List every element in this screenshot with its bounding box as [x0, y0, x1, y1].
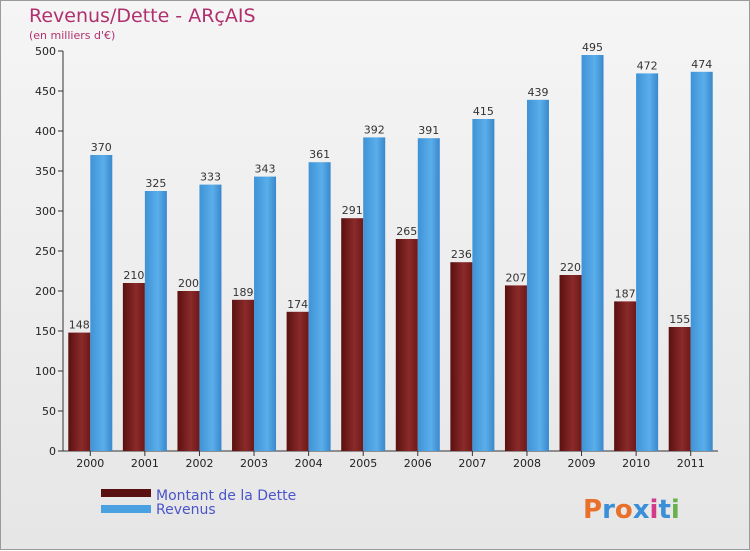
data-label-debt: 148	[69, 319, 90, 332]
legend-swatch-revenue	[101, 505, 151, 513]
data-label-debt: 187	[615, 287, 636, 300]
bar-debt	[559, 275, 582, 451]
bar-revenue	[417, 138, 440, 451]
x-tick-label: 2002	[185, 457, 213, 470]
data-label-revenue: 495	[582, 41, 603, 54]
x-tick-label: 2005	[349, 457, 377, 470]
x-tick-label: 2008	[513, 457, 541, 470]
bar-revenue	[690, 71, 713, 452]
bar-revenue	[581, 55, 604, 451]
y-tick-label: 400	[35, 125, 56, 138]
axes: 0 50 100 150 200 250 300 350 400 450 500 2000 2001 20…	[35, 45, 718, 470]
data-label-debt: 265	[396, 225, 417, 238]
data-label-revenue: 392	[364, 123, 385, 136]
x-tick-label: 2001	[131, 457, 159, 470]
bar-revenue	[254, 176, 277, 451]
bar-debt	[122, 283, 145, 451]
bar-revenue	[144, 191, 167, 451]
x-tick-label: 2006	[404, 457, 432, 470]
data-label-debt: 207	[505, 271, 526, 284]
bar-revenue	[199, 184, 222, 451]
bar-revenue	[90, 155, 113, 451]
bar-revenue	[363, 137, 386, 451]
data-label-revenue: 343	[255, 163, 276, 176]
bar-debt	[68, 332, 91, 451]
data-label-debt: 236	[451, 248, 472, 261]
bars	[68, 55, 713, 452]
y-tick-label: 200	[35, 285, 56, 298]
x-tick-label: 2009	[568, 457, 596, 470]
data-label-revenue: 391	[418, 124, 439, 137]
legend-swatch-debt	[101, 489, 151, 497]
y-tick-label: 0	[49, 445, 56, 458]
bar-debt	[341, 218, 364, 451]
legend-label-revenue: Revenus	[156, 502, 216, 518]
data-label-revenue: 472	[637, 59, 658, 72]
data-label-revenue: 439	[527, 86, 548, 99]
y-tick-label: 450	[35, 85, 56, 98]
bar-debt	[177, 291, 200, 451]
data-label-revenue: 415	[473, 105, 494, 118]
bar-debt	[668, 327, 691, 451]
x-tick-label: 2007	[458, 457, 486, 470]
data-labels: 148 370 210 325 200 333 189 343 174 361 291 392 265 3…	[69, 41, 712, 332]
data-label-debt: 174	[287, 298, 308, 311]
y-tick-label: 250	[35, 245, 56, 258]
y-tick-label: 100	[35, 365, 56, 378]
x-tick-label: 2003	[240, 457, 268, 470]
bar-debt	[395, 239, 418, 451]
bar-debt	[232, 299, 255, 451]
y-tick-label: 350	[35, 165, 56, 178]
x-tick-label: 2004	[295, 457, 323, 470]
bar-debt	[450, 262, 473, 451]
bar-revenue	[308, 162, 331, 451]
chart-subtitle: (en milliers d'€)	[29, 29, 115, 42]
y-tick-label: 150	[35, 325, 56, 338]
x-tick-label: 2011	[677, 457, 705, 470]
bar-revenue	[526, 99, 549, 452]
legend-label-debt: Montant de la Dette	[156, 488, 296, 504]
legend: Montant de la Dette Revenus	[101, 488, 296, 518]
data-label-debt: 200	[178, 277, 199, 290]
bar-debt	[286, 311, 309, 451]
data-label-debt: 189	[233, 286, 254, 299]
y-tick-label: 50	[42, 405, 56, 418]
data-label-debt: 210	[123, 269, 144, 282]
x-tick-label: 2000	[76, 457, 104, 470]
data-label-revenue: 333	[200, 171, 221, 184]
data-label-revenue: 474	[691, 58, 712, 71]
x-tick-label: 2010	[622, 457, 650, 470]
y-tick-label: 500	[35, 45, 56, 58]
bar-debt	[614, 301, 637, 451]
data-label-revenue: 361	[309, 148, 330, 161]
data-label-debt: 220	[560, 261, 581, 274]
y-tick-label: 300	[35, 205, 56, 218]
data-label-revenue: 370	[91, 141, 112, 154]
bar-debt	[504, 285, 527, 451]
data-label-debt: 291	[342, 204, 363, 217]
bar-revenue	[472, 119, 495, 451]
bar-revenue	[636, 73, 659, 452]
chart-title: Revenus/Dette - ARçAIS	[29, 5, 256, 27]
proxiti-logo: Proxiti	[583, 495, 680, 525]
data-label-debt: 155	[669, 313, 690, 326]
data-label-revenue: 325	[145, 177, 166, 190]
